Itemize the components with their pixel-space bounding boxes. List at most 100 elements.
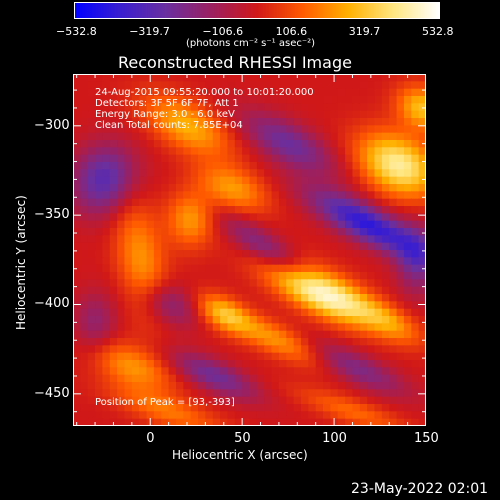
heatmap-cell (242, 118, 251, 126)
heatmap-cell (146, 103, 155, 112)
heatmap-cell (73, 389, 81, 398)
heatmap-cell (330, 367, 339, 376)
heatmap-cell (330, 184, 339, 192)
heatmap-cell (300, 198, 309, 207)
heatmap-cell (345, 125, 354, 134)
heatmap-cell (286, 382, 295, 390)
heatmap-cell (418, 367, 426, 376)
y-tick-label: −350 (34, 207, 70, 223)
heatmap-cell (367, 213, 376, 222)
heatmap-cell (131, 184, 140, 192)
heatmap-cell (286, 345, 295, 354)
heatmap-cell (249, 191, 258, 200)
heatmap-cell (286, 404, 295, 412)
heatmap-cell (220, 360, 229, 368)
heatmap-cell (183, 96, 192, 104)
heatmap-cell (146, 411, 155, 420)
heatmap-cell (411, 389, 420, 398)
heatmap-cell (286, 74, 295, 82)
heatmap-cell (198, 264, 206, 273)
heatmap-cell (330, 235, 339, 244)
heatmap-cell (234, 294, 243, 302)
heatmap-cell (190, 228, 199, 236)
heatmap-cell (102, 169, 111, 178)
heatmap-cell (87, 294, 96, 302)
heatmap-cell (315, 103, 324, 112)
heatmap-cell (323, 74, 331, 82)
heatmap-cell (146, 96, 155, 104)
heatmap-cell (95, 147, 104, 156)
heatmap-cell (278, 396, 287, 405)
heatmap-cell (418, 132, 426, 141)
heatmap-cell (95, 308, 104, 317)
heatmap-cell (227, 360, 236, 368)
heatmap-cell (242, 250, 251, 258)
heatmap-cell (198, 411, 206, 420)
heatmap-cell (117, 286, 126, 295)
heatmap-cell (249, 250, 258, 258)
heatmap-cell (205, 264, 214, 273)
heatmap-cell (153, 125, 162, 134)
heatmap-cell (300, 235, 309, 244)
heatmap-cell (271, 323, 280, 332)
heatmap-cell (227, 176, 236, 185)
heatmap-cell (403, 272, 412, 280)
heatmap-cell (153, 404, 162, 412)
heatmap-cell (315, 169, 324, 178)
heatmap-cell (396, 140, 405, 148)
heatmap-cell (315, 279, 324, 288)
heatmap-cell (95, 96, 104, 104)
heatmap-cell (220, 352, 229, 361)
heatmap-cell (381, 81, 390, 90)
heatmap-cell (264, 154, 273, 163)
heatmap-cell (227, 279, 236, 288)
heatmap-cell (168, 345, 177, 354)
heatmap-cell (80, 162, 89, 170)
heatmap-cell (205, 147, 214, 156)
heatmap-cell (323, 184, 331, 192)
heatmap-cell (352, 308, 361, 317)
heatmap-cell (205, 389, 214, 398)
heatmap-cell (73, 308, 81, 317)
heatmap-cell (153, 264, 162, 273)
heatmap-cell (300, 220, 309, 229)
heatmap-cell (293, 118, 302, 126)
heatmap-cell (153, 345, 162, 354)
heatmap-cell (109, 103, 118, 112)
heatmap-cell (359, 250, 368, 258)
heatmap-cell (175, 154, 184, 163)
heatmap-cell (198, 169, 206, 178)
heatmap-cell (102, 206, 111, 214)
heatmap-cell (146, 382, 155, 390)
heatmap-cell (411, 220, 420, 229)
heatmap-cell (411, 411, 420, 420)
heatmap-cell (117, 206, 126, 214)
heatmap-cell (87, 367, 96, 376)
heatmap-cell (205, 411, 214, 420)
heatmap-cell (403, 132, 412, 141)
heatmap-cell (389, 404, 398, 412)
heatmap-cell (227, 286, 236, 295)
heatmap-cell (345, 338, 354, 346)
heatmap-cell (359, 169, 368, 178)
heatmap-cell (315, 74, 324, 82)
heatmap-cell (153, 154, 162, 163)
heatmap-cell (330, 206, 339, 214)
heatmap-cell (330, 96, 339, 104)
heatmap-cell (249, 264, 258, 273)
heatmap-cell (168, 191, 177, 200)
heatmap-cell (293, 389, 302, 398)
heatmap-cell (109, 235, 118, 244)
heatmap-cell (80, 169, 89, 178)
heatmap-cell (411, 191, 420, 200)
heatmap-cell (212, 88, 221, 97)
heatmap-cell (345, 382, 354, 390)
heatmap-cell (271, 411, 280, 420)
heatmap-cell (146, 272, 155, 280)
heatmap-cell (198, 110, 206, 119)
heatmap-cell (87, 345, 96, 354)
heatmap-cell (381, 220, 390, 229)
heatmap-cell (381, 367, 390, 376)
heatmap-cell (411, 360, 420, 368)
heatmap-cell (227, 330, 236, 339)
